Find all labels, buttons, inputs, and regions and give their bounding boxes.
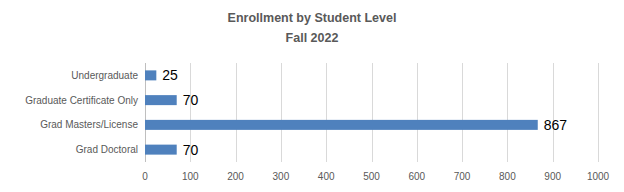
tick-label: 300 — [273, 171, 290, 182]
tick-label: 400 — [318, 171, 335, 182]
grid-line — [462, 63, 463, 162]
grid — [146, 63, 599, 162]
grid-line — [553, 63, 554, 162]
grid-line — [507, 63, 508, 162]
bar — [145, 95, 177, 105]
category-label: Grad Doctoral — [76, 144, 138, 155]
bar — [145, 70, 156, 80]
data-label: 70 — [183, 92, 199, 108]
grid-line — [236, 63, 237, 162]
tick-label: 700 — [454, 171, 471, 182]
chart-subtitle: Fall 2022 — [286, 31, 339, 45]
grid-line — [598, 63, 599, 162]
tick-label: 800 — [499, 171, 516, 182]
chart-title: Enrollment by Student Level — [228, 11, 397, 25]
tick-label: 0 — [142, 171, 148, 182]
bars — [145, 70, 538, 154]
grid-line — [326, 63, 327, 162]
data-label: 70 — [183, 142, 199, 158]
tick-label: 900 — [544, 171, 561, 182]
category-label: Undergraduate — [71, 70, 138, 81]
data-label: 867 — [544, 117, 568, 133]
tick-label: 1000 — [587, 171, 610, 182]
bar — [145, 120, 538, 130]
tick-label: 500 — [363, 171, 380, 182]
tick-label: 200 — [227, 171, 244, 182]
tick-label: 600 — [408, 171, 425, 182]
tick-label: 100 — [182, 171, 199, 182]
chart: Enrollment by Student Level Fall 2022 0 100… — [0, 0, 624, 192]
category-label: Graduate Certificate Only — [25, 95, 138, 106]
category-label: Grad Masters/License — [40, 119, 138, 130]
bar — [145, 145, 177, 155]
grid-line — [372, 63, 373, 162]
labels: Undergraduate 25 Graduate Certificate Only… — [25, 67, 567, 157]
grid-line — [281, 63, 282, 162]
grid-line — [417, 63, 418, 162]
data-label: 25 — [162, 67, 178, 83]
